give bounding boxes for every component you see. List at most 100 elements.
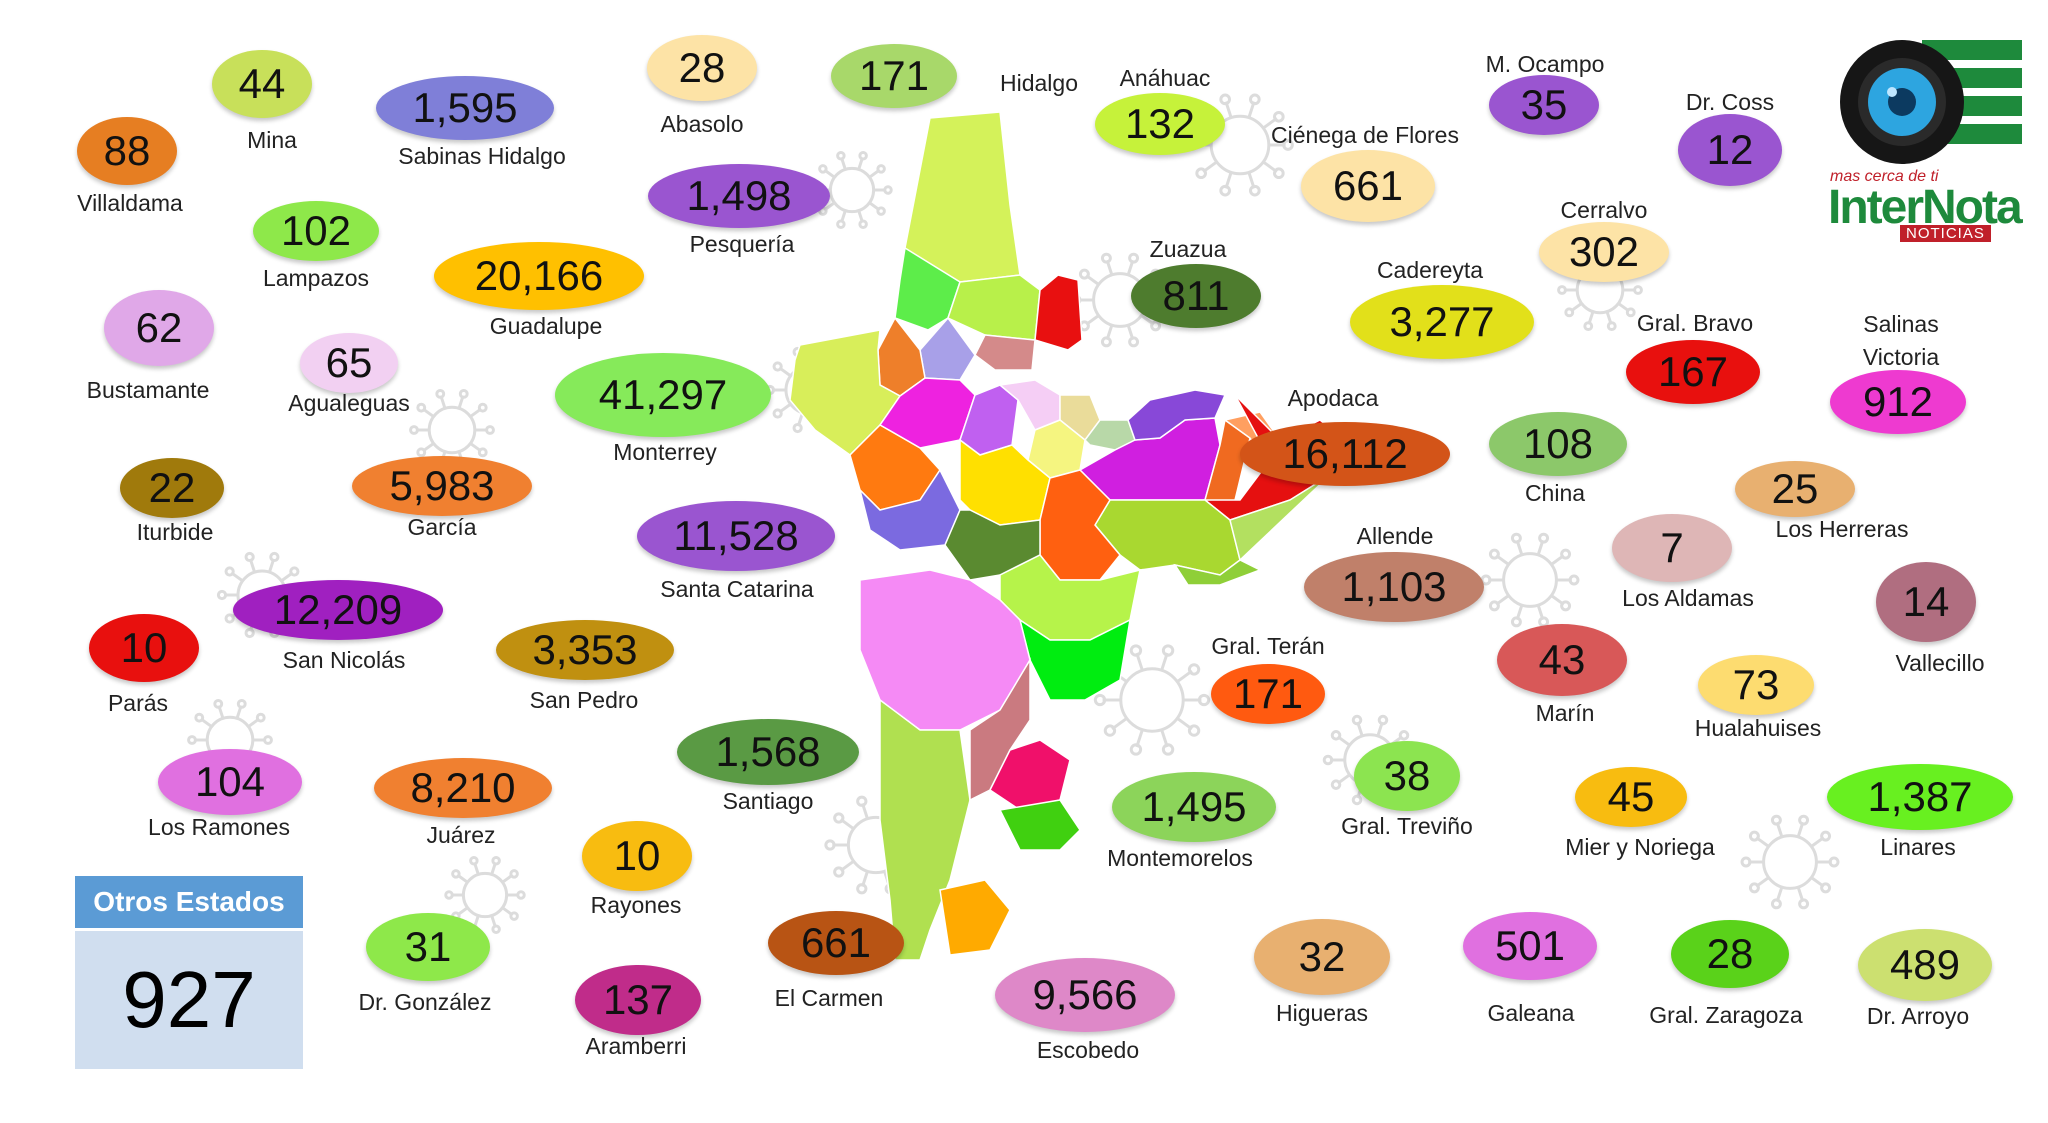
value-bubble: 104: [158, 749, 302, 815]
municipality-label: Cadereyta: [1376, 257, 1484, 283]
region-s8: [939, 879, 1011, 956]
municipality-label: Hidalgo: [1000, 70, 1078, 96]
value-bubble: 31: [366, 913, 490, 981]
municipality-label: Higueras: [1275, 1000, 1369, 1026]
municipality-label: Escobedo: [1036, 1037, 1140, 1063]
municipality-label: Allende: [1356, 523, 1434, 549]
value-bubble: 1,387: [1827, 764, 2013, 830]
value-bubble: 489: [1858, 929, 1992, 1001]
municipality-label: M. Ocampo: [1485, 51, 1605, 77]
value-bubble: 3,277: [1350, 285, 1534, 359]
virus-icon: [1480, 532, 1580, 628]
municipality-label: Apodaca: [1287, 385, 1379, 411]
municipality-label: Santiago: [722, 788, 814, 814]
value-bubble: 62: [104, 290, 214, 366]
value-bubble: 1,595: [376, 76, 554, 140]
value-bubble: 1,498: [648, 164, 830, 228]
municipality-label: Anáhuac: [1119, 65, 1211, 91]
municipality-label: Monterrey: [613, 439, 717, 465]
value-bubble: 132: [1095, 93, 1225, 155]
value-bubble: 171: [831, 44, 957, 108]
value-bubble: 41,297: [555, 353, 771, 437]
municipality-label: Villaldama: [77, 190, 183, 216]
region-s7: [998, 799, 1081, 851]
value-bubble: 11,528: [637, 501, 835, 571]
municipality-label: Lampazos: [262, 265, 370, 291]
municipality-label: Mier y Noriega: [1565, 834, 1715, 860]
value-bubble: 7: [1612, 514, 1732, 582]
virus-icon: [1093, 644, 1211, 756]
value-bubble: 302: [1539, 222, 1669, 282]
value-bubble: 3,353: [496, 620, 674, 680]
region-north-4: [1034, 274, 1083, 351]
municipality-label: Aramberri: [585, 1033, 687, 1059]
region-se1: [1094, 499, 1241, 576]
region-e2: [1127, 389, 1227, 441]
value-bubble: 35: [1489, 75, 1599, 135]
municipality-label: San Pedro: [529, 687, 639, 713]
municipality-label: Abasolo: [660, 111, 744, 137]
value-bubble: 9,566: [995, 958, 1175, 1032]
value-bubble: 10: [582, 821, 692, 891]
virus-icon: [1740, 814, 1840, 910]
municipality-label: China: [1524, 480, 1586, 506]
municipality-label: Sabinas Hidalgo: [398, 143, 566, 169]
value-bubble: 137: [575, 965, 701, 1035]
value-bubble: 38: [1354, 741, 1460, 811]
logo-tagline: mas cerca de ti: [1830, 168, 1939, 185]
municipality-label: Montemorelos: [1107, 845, 1253, 871]
municipality-label: Vallecillo: [1895, 650, 1985, 676]
municipality-label: Rayones: [590, 892, 682, 918]
virus-icon: [444, 856, 526, 934]
otros-estados-label: Otros Estados: [75, 876, 303, 928]
region-s5: [969, 657, 1031, 802]
municipality-label: Mina: [247, 127, 297, 153]
value-bubble: 22: [120, 458, 224, 518]
municipality-label: Dr. Arroyo: [1866, 1003, 1970, 1029]
municipality-label: Iturbide: [136, 519, 214, 545]
value-bubble: 661: [1301, 150, 1435, 222]
value-bubble: 16,112: [1240, 422, 1450, 486]
municipality-label: Juárez: [426, 822, 496, 848]
otros-estados-value: 927: [75, 931, 303, 1069]
municipality-label: García: [407, 514, 477, 540]
municipality-label: Guadalupe: [489, 313, 603, 339]
municipality-label: Los Aldamas: [1622, 585, 1754, 611]
value-bubble: 32: [1254, 919, 1390, 995]
value-bubble: 171: [1211, 664, 1325, 724]
municipality-label: Linares: [1880, 834, 1956, 860]
value-bubble: 28: [647, 35, 757, 101]
value-bubble: 661: [768, 911, 904, 975]
municipality-label: Galeana: [1487, 1000, 1575, 1026]
value-bubble: 43: [1497, 624, 1627, 696]
municipality-label: Gral. Treviño: [1341, 813, 1473, 839]
value-bubble: 108: [1489, 412, 1627, 476]
region-n5: [974, 334, 1036, 371]
region-s2: [944, 509, 1041, 581]
value-bubble: 28: [1671, 920, 1789, 988]
value-bubble: 88: [77, 117, 177, 185]
value-bubble: 501: [1463, 912, 1597, 980]
municipality-label: San Nicolás: [282, 647, 406, 673]
municipality-label: Ciénega de Flores: [1271, 122, 1459, 148]
municipality-label: Zuazua: [1149, 236, 1227, 262]
value-bubble: 912: [1830, 370, 1966, 434]
value-bubble: 45: [1575, 767, 1687, 827]
municipality-label: Gral. Bravo: [1636, 310, 1754, 336]
value-bubble: 167: [1626, 340, 1760, 404]
municipality-label: Los Ramones: [148, 814, 290, 840]
value-bubble: 20,166: [434, 242, 644, 310]
municipality-label: Dr. Coss: [1685, 89, 1775, 115]
municipality-label: Pesquería: [689, 231, 795, 257]
municipality-label: Gral. Zaragoza: [1649, 1002, 1803, 1028]
region-north-3: [947, 274, 1041, 341]
value-bubble: 14: [1876, 562, 1976, 642]
municipality-label: Gral. Terán: [1211, 633, 1325, 659]
municipality-label: Agualeguas: [288, 390, 410, 416]
municipality-label: Los Herreras: [1775, 516, 1909, 542]
logo-sub: NOTICIAS: [1900, 225, 1991, 242]
region-s4: [1018, 618, 1131, 701]
municipality-label: Parás: [107, 690, 169, 716]
